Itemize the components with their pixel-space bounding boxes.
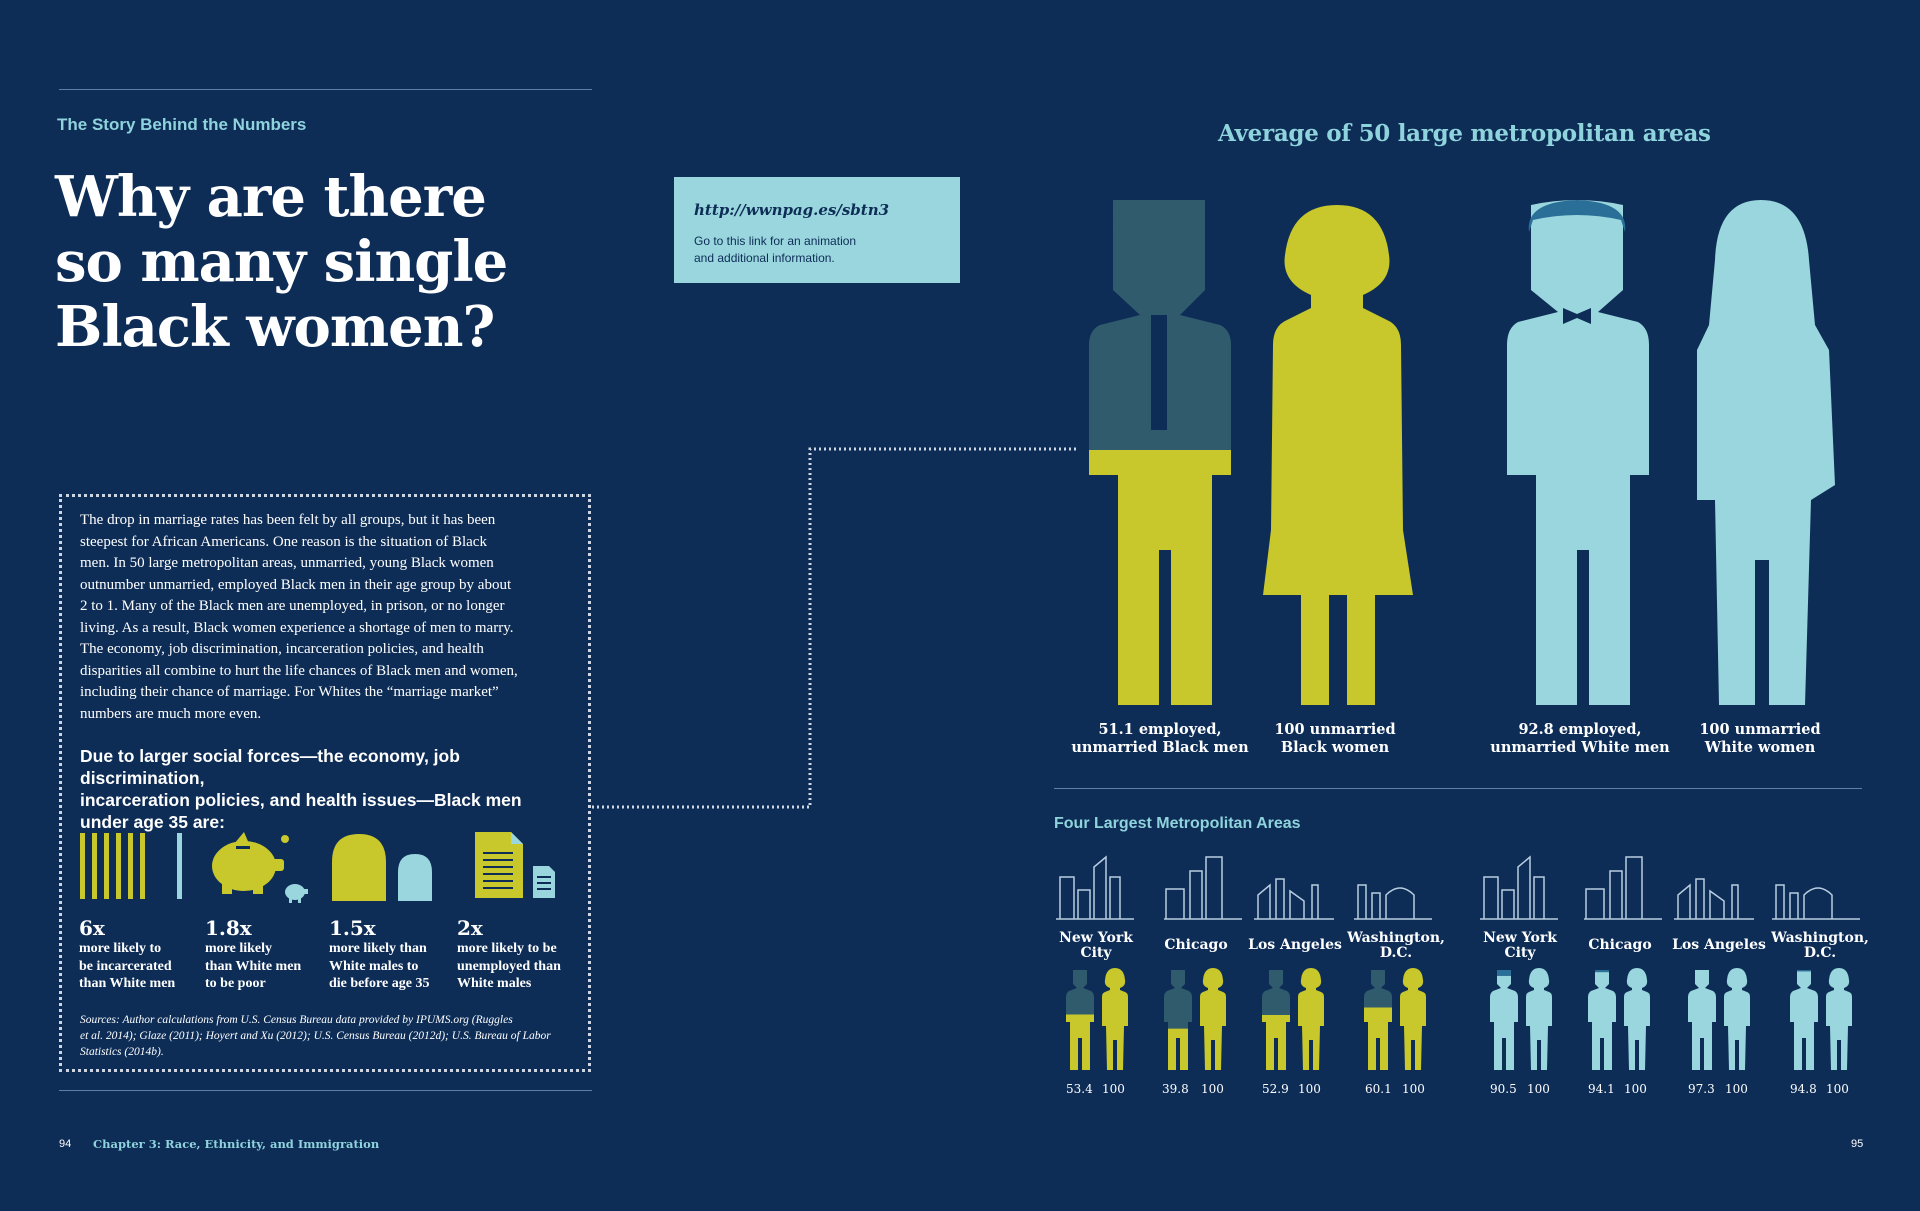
- small-white-woman-1: [1624, 968, 1650, 1070]
- city-label-black-la: Los Angeles: [1248, 937, 1342, 953]
- piggy-bank-icon: [212, 832, 308, 903]
- small-black-man-0: [1066, 970, 1094, 1070]
- value-black-chicago-women: 100: [1201, 1082, 1224, 1096]
- dotted-connector: [592, 447, 1076, 809]
- small-white-woman-0: [1526, 968, 1552, 1070]
- value-white-la-men: 97.3: [1688, 1082, 1715, 1096]
- value-black-la-men: 52.9: [1262, 1082, 1289, 1096]
- mid-rule-right: [1054, 788, 1862, 789]
- stat-poor: 1.8x more likely than White men to be po…: [205, 916, 302, 991]
- page-number-right: 95: [1851, 1138, 1864, 1150]
- city-skylines: [1056, 855, 1860, 920]
- city-label-black-chicago: Chicago: [1164, 937, 1228, 953]
- top-rule-left: [59, 89, 592, 90]
- small-black-man-2: [1262, 970, 1290, 1070]
- link-url[interactable]: http://wwnpag.es/sbtn3: [694, 201, 890, 219]
- figure-white-woman: [1697, 200, 1835, 705]
- small-black-woman-0: [1102, 968, 1128, 1070]
- value-white-chicago-men: 94.1: [1588, 1082, 1615, 1096]
- stat-incarcerated: 6x more likely to be incarcerated than W…: [79, 916, 176, 991]
- city-label-black-ny: New York City: [1059, 930, 1133, 961]
- caption-white-women: 100 unmarried White women: [1699, 721, 1821, 756]
- value-black-chicago-men: 39.8: [1162, 1082, 1189, 1096]
- page-title: Why are there so many single Black women…: [55, 164, 508, 360]
- small-white-woman-3: [1826, 968, 1852, 1070]
- caption-black-men: 51.1 employed, unmarried Black men: [1071, 721, 1249, 756]
- small-white-man-1: [1588, 970, 1616, 1070]
- chapter-footer: Chapter 3: Race, Ethnicity, and Immigrat…: [93, 1137, 380, 1151]
- value-black-dc-women: 100: [1402, 1082, 1425, 1096]
- document-icon: [475, 832, 555, 898]
- link-note: Go to this link for an animation and add…: [694, 234, 857, 265]
- value-white-ny-men: 90.5: [1490, 1082, 1517, 1096]
- link-callout[interactable]: http://wwnpag.es/sbtn3 Go to this link f…: [674, 177, 960, 283]
- figure-black-woman: [1263, 205, 1413, 705]
- body-paragraph: The drop in marriage rates has been felt…: [80, 512, 518, 722]
- city-label-black-dc: Washington, D.C.: [1347, 930, 1445, 961]
- value-white-la-women: 100: [1725, 1082, 1748, 1096]
- city-label-white-dc: Washington, D.C.: [1771, 930, 1869, 961]
- average-title: Average of 50 large metropolitan areas: [1218, 120, 1711, 147]
- small-black-woman-3: [1400, 968, 1426, 1070]
- value-white-dc-women: 100: [1826, 1082, 1849, 1096]
- average-figures: [1089, 200, 1835, 705]
- small-black-woman-1: [1200, 968, 1226, 1070]
- lead-statement: Due to larger social forces—the economy,…: [80, 746, 522, 832]
- section-eyebrow: The Story Behind the Numbers: [57, 115, 307, 134]
- city-label-white-chicago: Chicago: [1588, 937, 1652, 953]
- city-label-white-la: Los Angeles: [1672, 937, 1766, 953]
- stat-unemployed: 2x more likely to be unemployed than Whi…: [457, 916, 561, 991]
- value-black-la-women: 100: [1298, 1082, 1321, 1096]
- figure-white-man: [1507, 200, 1649, 705]
- small-white-man-2: [1688, 970, 1716, 1070]
- small-white-man-3: [1790, 970, 1818, 1070]
- bottom-rule-left: [59, 1090, 592, 1091]
- figure-black-man: [1089, 200, 1231, 705]
- small-white-man-0: [1490, 970, 1518, 1070]
- city-figures: [1066, 968, 1852, 1070]
- small-black-woman-2: [1298, 968, 1324, 1070]
- value-black-ny-men: 53.4: [1066, 1082, 1093, 1096]
- stat-die-before-35: 1.5x more likely than White males to die…: [329, 916, 430, 991]
- four-largest-title: Four Largest Metropolitan Areas: [1054, 815, 1301, 832]
- small-black-man-1: [1164, 970, 1192, 1070]
- prison-bars-icon: [80, 833, 182, 899]
- tombstone-icon: [332, 834, 432, 901]
- small-black-man-3: [1364, 970, 1392, 1070]
- small-white-woman-2: [1724, 968, 1750, 1070]
- caption-black-women: 100 unmarried Black women: [1274, 721, 1396, 756]
- value-white-chicago-women: 100: [1624, 1082, 1647, 1096]
- dotted-text-box: [59, 494, 591, 1072]
- page-number-left: 94: [59, 1138, 72, 1150]
- value-white-ny-women: 100: [1527, 1082, 1550, 1096]
- value-black-ny-women: 100: [1102, 1082, 1125, 1096]
- value-white-dc-men: 94.8: [1790, 1082, 1817, 1096]
- value-black-dc-men: 60.1: [1365, 1082, 1392, 1096]
- city-label-white-ny: New York City: [1483, 930, 1557, 961]
- caption-white-men: 92.8 employed, unmarried White men: [1490, 721, 1670, 756]
- sources-note: Sources: Author calculations from U.S. C…: [80, 1014, 551, 1058]
